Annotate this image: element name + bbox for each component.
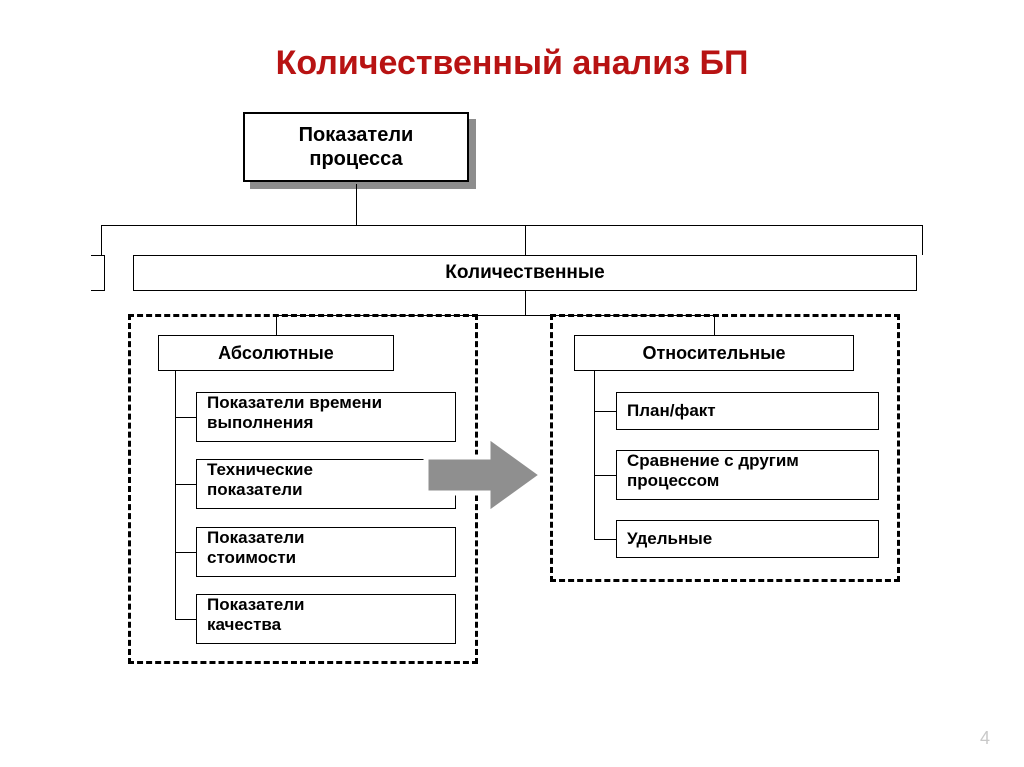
abs-item-0-l0: Показатели времени [207, 393, 382, 413]
quantitative-box: Количественные [133, 255, 917, 291]
root-box: Показатели процесса [243, 112, 469, 182]
conn-quant-down [525, 291, 526, 315]
conn-v-right-stub [922, 225, 923, 255]
rel-item-2-l0: Удельные [627, 529, 712, 549]
rel-tick-0 [594, 411, 616, 412]
root-box-line2: процесса [309, 147, 402, 171]
abs-item-3: Показатели качества [196, 594, 456, 644]
block-arrow-icon [418, 430, 548, 520]
rel-item-0-l0: План/факт [627, 401, 716, 421]
abs-spine [175, 371, 176, 619]
abs-tick-1 [175, 484, 196, 485]
abs-item-1-l1: показатели [207, 480, 303, 500]
rel-tick-1 [594, 475, 616, 476]
left-stub-box [91, 255, 105, 291]
page-title: Количественный анализ БП [0, 44, 1024, 83]
rel-item-0: План/факт [616, 392, 879, 430]
page-number: 4 [980, 728, 990, 749]
rel-item-1-l0: Сравнение с другим [627, 451, 799, 471]
abs-item-2: Показатели стоимости [196, 527, 456, 577]
abs-item-3-l0: Показатели [207, 595, 304, 615]
absolute-box: Абсолютные [158, 335, 394, 371]
abs-item-2-l1: стоимости [207, 548, 296, 568]
conn-v-left-stub [101, 225, 102, 259]
conn-h-main [101, 225, 923, 226]
rel-tick-2 [594, 539, 616, 540]
conn-v-main-down [525, 225, 526, 255]
abs-item-0-l1: выполнения [207, 413, 313, 433]
abs-tick-3 [175, 619, 196, 620]
abs-item-1: Технические показатели [196, 459, 456, 509]
abs-item-3-l1: качества [207, 615, 281, 635]
abs-item-2-l0: Показатели [207, 528, 304, 548]
abs-item-0: Показатели времени выполнения [196, 392, 456, 442]
diagram-stage: Количественный анализ БП Показатели проц… [0, 0, 1024, 767]
root-box-line1: Показатели [299, 123, 414, 147]
rel-item-1-l1: процессом [627, 471, 719, 491]
abs-tick-2 [175, 552, 196, 553]
rel-spine [594, 371, 595, 539]
rel-item-2: Удельные [616, 520, 879, 558]
rel-item-1: Сравнение с другим процессом [616, 450, 879, 500]
relative-box: Относительные [574, 335, 854, 371]
abs-item-1-l0: Технические [207, 460, 313, 480]
conn-root-down [356, 184, 357, 225]
abs-tick-0 [175, 417, 196, 418]
